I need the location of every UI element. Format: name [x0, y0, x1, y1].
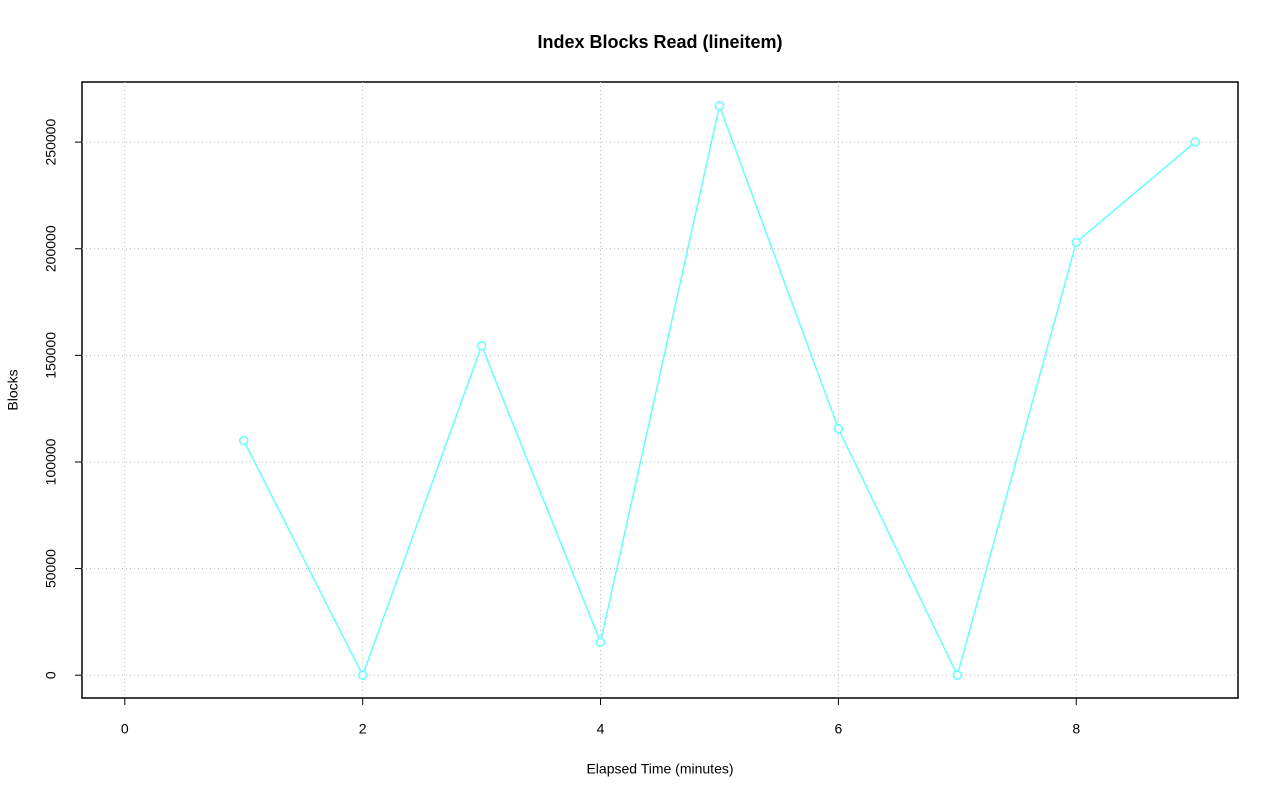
x-tick-label: 2	[359, 721, 367, 737]
data-point	[952, 670, 963, 680]
data-point	[476, 341, 487, 351]
y-tick-label: 0	[43, 671, 59, 679]
data-point	[1190, 137, 1200, 147]
data-point	[238, 435, 249, 446]
x-tick-label: 8	[1072, 721, 1080, 737]
y-tick-label: 250000	[43, 119, 59, 166]
data-point	[833, 423, 844, 434]
data-point	[357, 670, 368, 680]
plot-frame	[81, 81, 1239, 699]
x-tick-label: 4	[597, 721, 605, 737]
y-tick-label: 50000	[43, 549, 59, 588]
x-tick-label: 6	[834, 721, 842, 737]
data-point	[1071, 237, 1082, 248]
x-axis-label: Elapsed Time (minutes)	[586, 761, 733, 777]
data-point	[714, 101, 725, 111]
y-axis-label: Blocks	[5, 369, 21, 410]
chart-title: Index Blocks Read (lineitem)	[537, 32, 782, 52]
data-line	[243, 103, 1196, 678]
y-tick-label: 200000	[43, 225, 59, 272]
y-tick-label: 150000	[43, 332, 59, 379]
data-point	[595, 637, 606, 647]
y-tick-label: 100000	[43, 438, 59, 485]
x-tick-label: 0	[121, 721, 129, 737]
